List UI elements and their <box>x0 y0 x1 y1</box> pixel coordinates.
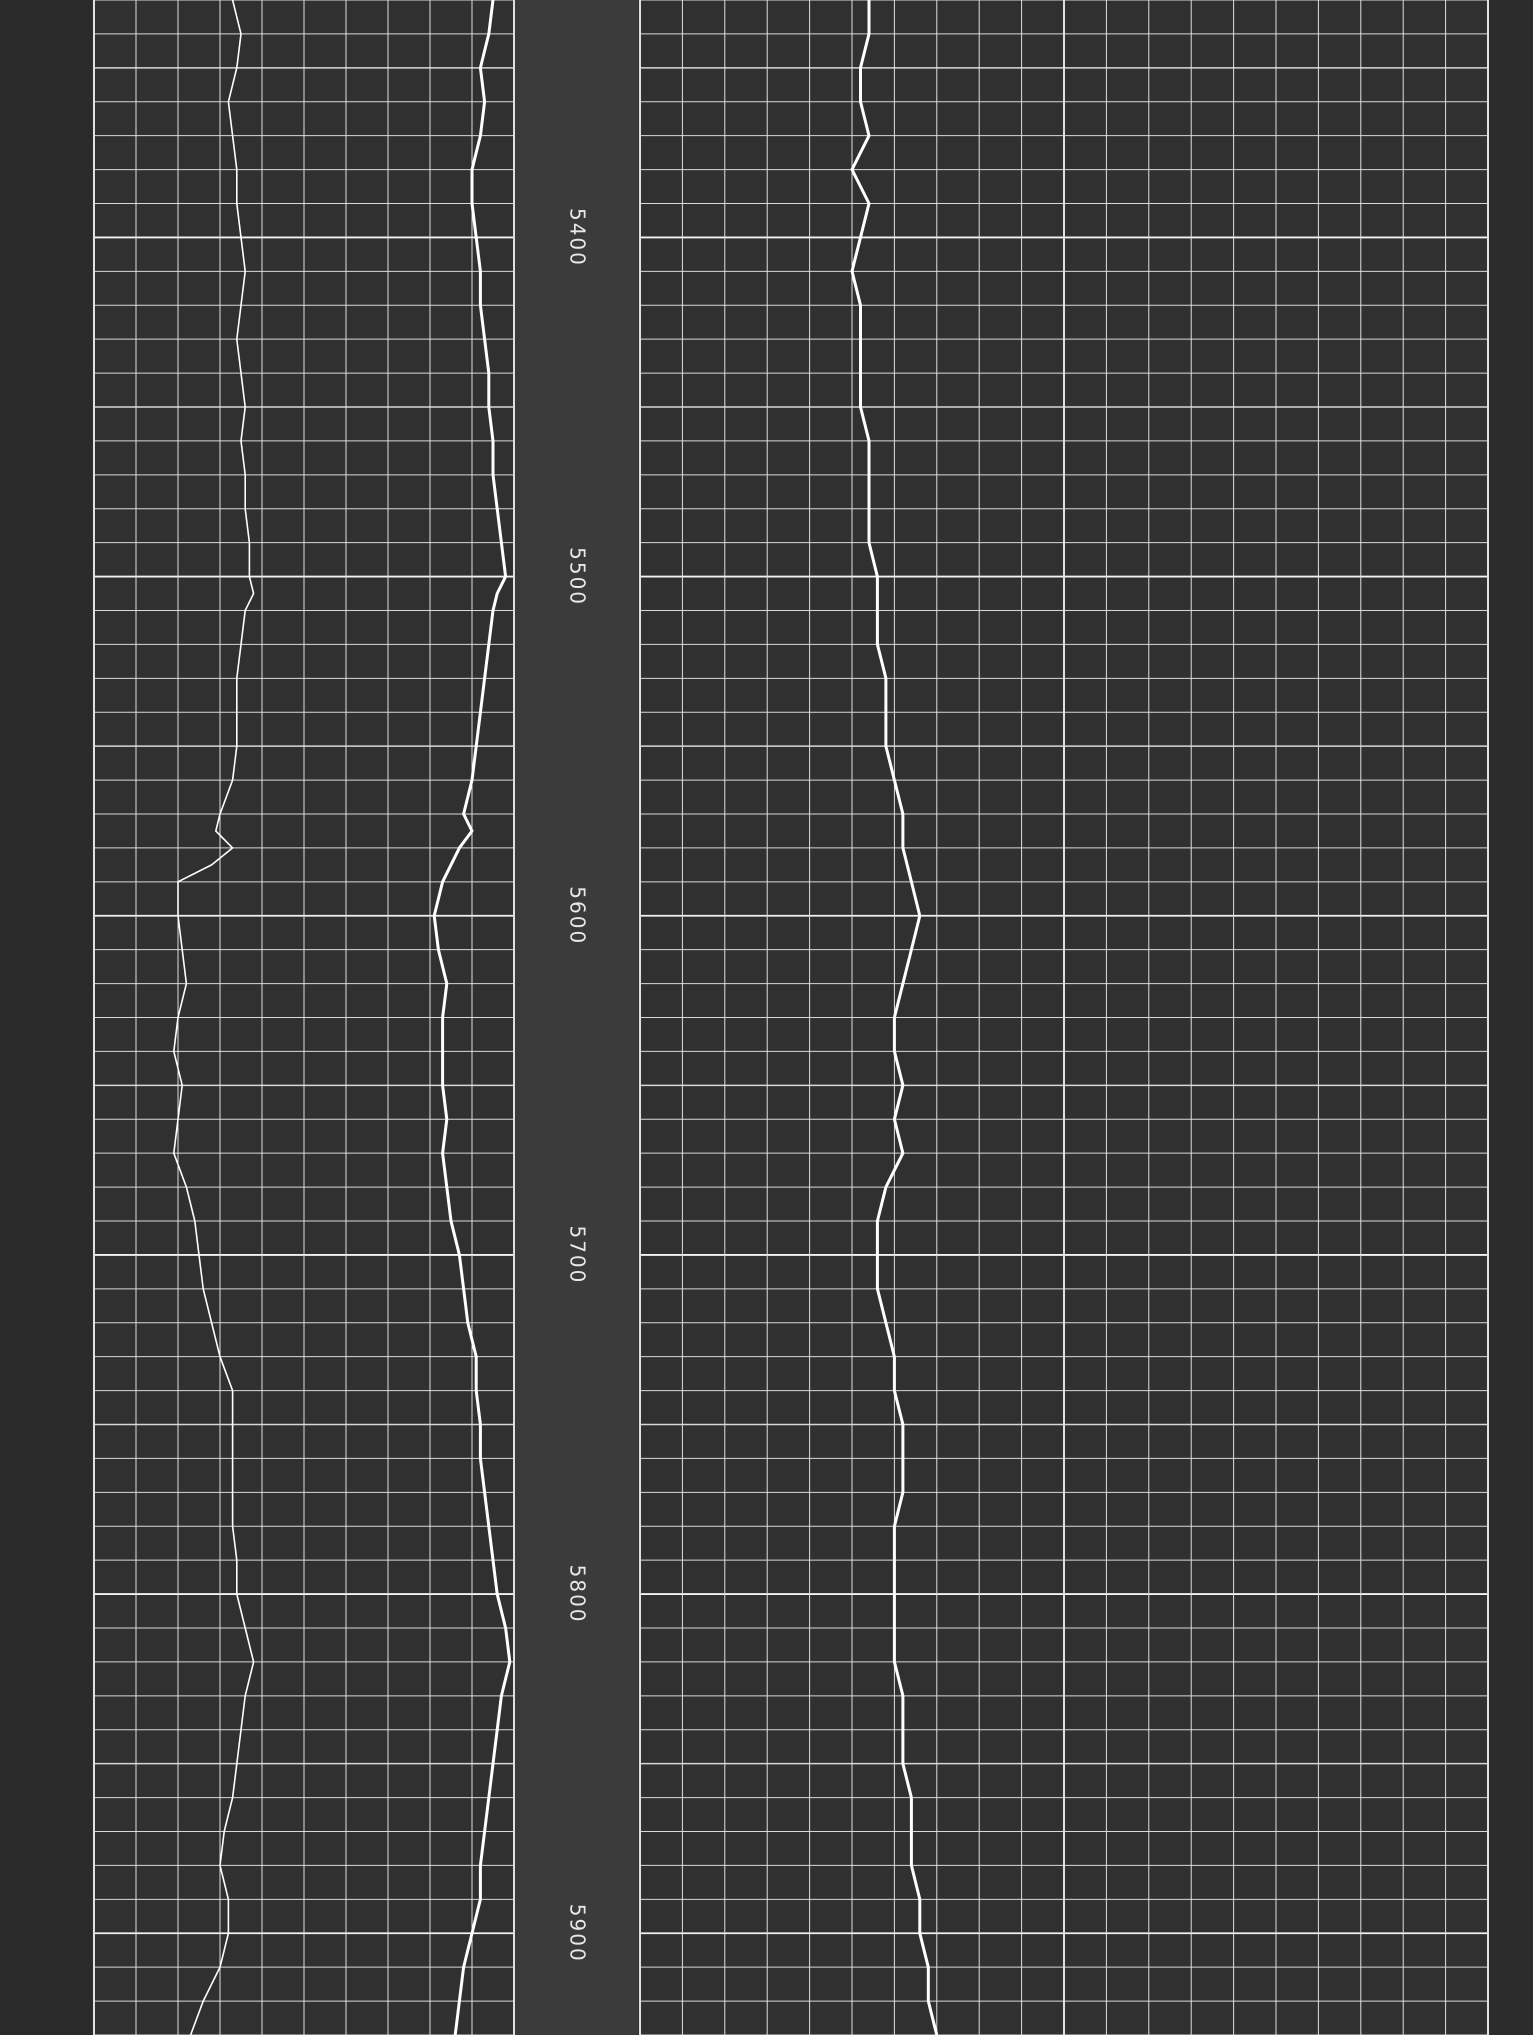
depth-label: 5900 <box>566 1904 590 1963</box>
grid-lines <box>93 0 1489 2035</box>
depth-label: 5500 <box>566 547 590 606</box>
log-curves <box>173 0 939 2035</box>
depth-label: 5700 <box>566 1225 590 1284</box>
left-margin-band <box>0 0 92 2035</box>
depth-label: 5600 <box>566 886 590 945</box>
right-margin-band <box>1488 0 1533 2035</box>
depth-label: 5400 <box>566 208 590 267</box>
track2-curve-1 <box>850 0 939 2035</box>
depth-track-background <box>514 0 638 2035</box>
depth-label: 5800 <box>566 1565 590 1624</box>
track1-curve-2 <box>432 0 512 2035</box>
track1-curve-1 <box>173 0 255 2035</box>
depth-labels: 5400 5500 5600 5700 5800 5900 <box>566 208 590 1963</box>
